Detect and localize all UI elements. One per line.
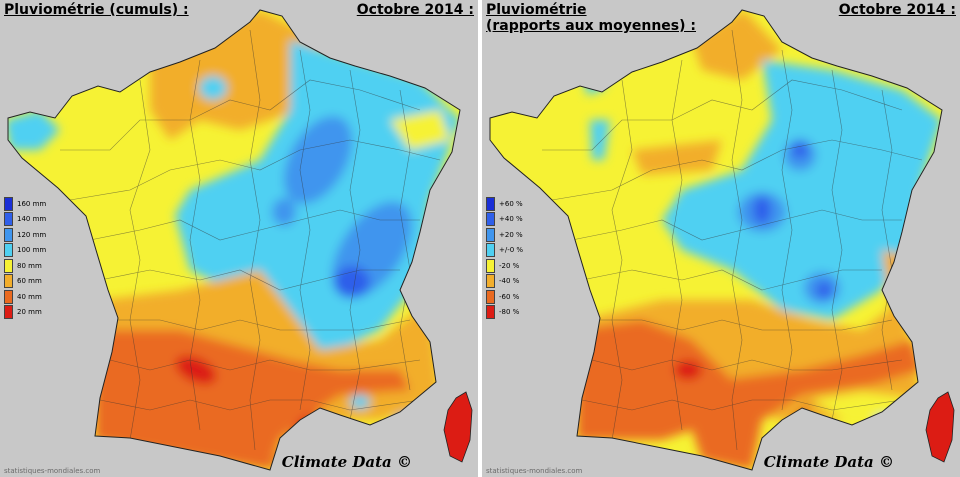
legend-label: -20 % <box>499 261 520 270</box>
legend-label: 60 mm <box>17 277 42 286</box>
legend-swatch <box>486 258 495 273</box>
left-credit: Climate Data © <box>281 453 412 471</box>
legend-item: +40 % <box>486 212 546 228</box>
legend-label: +60 % <box>499 199 523 208</box>
legend-item: -40 % <box>486 274 546 290</box>
legend-swatch <box>4 196 13 211</box>
legend-swatch <box>4 305 13 320</box>
legend-item: -20 % <box>486 258 546 274</box>
right-title-line1: Pluviométrie <box>486 2 587 18</box>
legend-label: +/-0 % <box>499 246 524 255</box>
panel-separator <box>478 0 482 477</box>
legend-item: 160 mm <box>4 196 64 212</box>
legend-item: 40 mm <box>4 289 64 305</box>
france-rain-ratio-map <box>489 9 955 471</box>
legend-swatch <box>486 227 495 242</box>
legend-label: -80 % <box>499 308 520 317</box>
legend-item: 60 mm <box>4 274 64 290</box>
left-legend: 160 mm 140 mm 120 mm 100 mm 80 mm 60 mm … <box>4 196 64 320</box>
legend-swatch <box>4 289 13 304</box>
legend-item: +20 % <box>486 227 546 243</box>
right-legend: +60 % +40 % +20 % +/-0 % -20 % -40 % -60… <box>486 196 546 320</box>
france-rain-cumuls-map <box>7 9 473 471</box>
legend-swatch <box>486 243 495 258</box>
legend-item: 80 mm <box>4 258 64 274</box>
legend-label: 100 mm <box>17 246 47 255</box>
left-date: Octobre 2014 : <box>356 2 474 18</box>
right-title-line2: (rapports aux moyennes) : <box>486 18 696 34</box>
legend-item: -80 % <box>486 305 546 321</box>
right-date: Octobre 2014 : <box>838 2 956 18</box>
panel-rapports: Pluviométrie (rapports aux moyennes) : O… <box>482 0 960 477</box>
legend-swatch <box>4 243 13 258</box>
legend-label: -60 % <box>499 292 520 301</box>
left-watermark: statistiques-mondiales.com <box>4 467 101 475</box>
left-title: Pluviométrie (cumuls) : <box>4 2 189 18</box>
legend-swatch <box>486 212 495 227</box>
legend-swatch <box>486 305 495 320</box>
panel-cumuls: Pluviométrie (cumuls) : Octobre 2014 : 1… <box>0 0 478 477</box>
legend-item: 120 mm <box>4 227 64 243</box>
legend-item: +/-0 % <box>486 243 546 259</box>
legend-swatch <box>4 212 13 227</box>
legend-label: 160 mm <box>17 199 47 208</box>
legend-label: 20 mm <box>17 308 42 317</box>
legend-label: +40 % <box>499 215 523 224</box>
legend-swatch <box>4 274 13 289</box>
legend-label: 120 mm <box>17 230 47 239</box>
legend-swatch <box>486 274 495 289</box>
legend-label: 40 mm <box>17 292 42 301</box>
legend-label: -40 % <box>499 277 520 286</box>
legend-item: 100 mm <box>4 243 64 259</box>
legend-item: -60 % <box>486 289 546 305</box>
legend-item: +60 % <box>486 196 546 212</box>
legend-item: 20 mm <box>4 305 64 321</box>
legend-swatch <box>486 196 495 211</box>
right-credit: Climate Data © <box>763 453 894 471</box>
legend-item: 140 mm <box>4 212 64 228</box>
right-title: Pluviométrie (rapports aux moyennes) : <box>486 2 696 34</box>
legend-swatch <box>4 258 13 273</box>
legend-swatch <box>486 289 495 304</box>
right-watermark: statistiques-mondiales.com <box>486 467 583 475</box>
legend-swatch <box>4 227 13 242</box>
legend-label: 140 mm <box>17 215 47 224</box>
legend-label: 80 mm <box>17 261 42 270</box>
legend-label: +20 % <box>499 230 523 239</box>
